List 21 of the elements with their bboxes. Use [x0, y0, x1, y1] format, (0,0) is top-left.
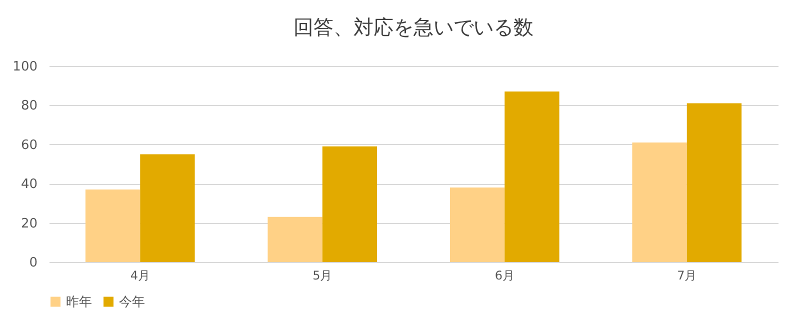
bar — [85, 189, 140, 262]
x-tick-label: 5月 — [312, 268, 332, 282]
y-tick-label: 60 — [20, 138, 38, 153]
bar — [504, 91, 560, 262]
bar — [322, 146, 378, 262]
bar — [632, 142, 687, 262]
legend-label: 昨年 — [66, 294, 92, 310]
bar — [686, 103, 742, 262]
legend-label: 今年 — [119, 294, 145, 310]
y-tick-label: 20 — [20, 216, 38, 232]
x-tick-label: 7月 — [677, 268, 697, 282]
chart-title: 回答、対応を急いでいる数 — [294, 15, 534, 39]
y-tick-label: 40 — [20, 177, 38, 192]
bar — [450, 188, 505, 262]
x-tick-label: 6月 — [494, 268, 514, 282]
bar — [268, 216, 322, 262]
y-tick-label: 100 — [12, 60, 38, 74]
y-tick-label: 0 — [29, 256, 38, 270]
x-tick-label: 4月 — [130, 268, 150, 282]
y-tick-label: 80 — [20, 98, 38, 114]
bar — [140, 154, 195, 262]
